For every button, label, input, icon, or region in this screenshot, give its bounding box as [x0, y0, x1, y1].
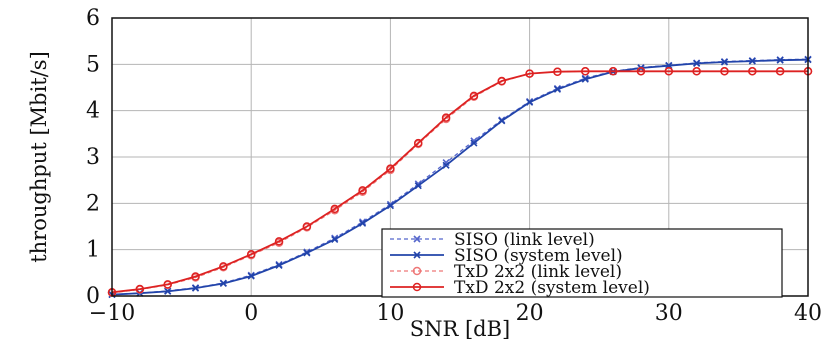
y-tick-label: 6	[86, 6, 100, 31]
x-tick-label: 30	[655, 301, 683, 326]
y-tick-label: 2	[86, 191, 100, 216]
legend-label: SISO (link level)	[454, 230, 595, 250]
data-point	[581, 67, 590, 76]
y-tick-label: 4	[86, 99, 100, 124]
data-point	[303, 249, 311, 257]
data-point	[470, 137, 478, 145]
data-point	[581, 75, 589, 83]
legend-item: SISO (system level)	[390, 246, 623, 266]
y-tick-label: 1	[86, 238, 100, 263]
legend-label: TxD 2x2 (system level)	[454, 278, 650, 298]
data-point	[413, 138, 423, 148]
data-point	[302, 222, 312, 231]
data-point	[775, 67, 785, 76]
data-point	[636, 67, 646, 76]
legend-item: TxD 2x2 (system level)	[390, 278, 650, 298]
series-layer	[107, 55, 813, 299]
data-point	[191, 272, 200, 281]
legend-item: SISO (link level)	[390, 230, 595, 250]
data-point	[692, 67, 701, 76]
x-tick-label: 10	[376, 301, 404, 326]
legend-label: SISO (system level)	[454, 246, 623, 266]
series-line	[111, 58, 809, 296]
x-tick-label: 40	[794, 301, 822, 326]
series-4	[107, 67, 813, 297]
legend-label: TxD 2x2 (link level)	[454, 262, 622, 282]
data-point	[330, 204, 339, 214]
data-point	[470, 139, 478, 147]
series-line	[111, 70, 808, 294]
data-point	[693, 59, 701, 67]
y-tick-label: 5	[86, 52, 100, 77]
data-point	[414, 182, 422, 190]
data-point	[748, 57, 756, 65]
data-point	[664, 67, 674, 76]
data-point	[748, 67, 757, 76]
data-point	[497, 76, 507, 86]
data-point	[720, 67, 729, 76]
series-line	[111, 70, 808, 294]
data-point	[191, 284, 200, 292]
legend-marker	[413, 235, 421, 243]
data-point	[526, 98, 534, 106]
x-tick-label: 0	[244, 301, 258, 326]
data-point	[441, 113, 451, 122]
legend: SISO (link level)SISO (system level)TxD …	[381, 228, 783, 298]
legend-box	[381, 228, 783, 298]
data-point	[163, 280, 172, 289]
data-point	[553, 67, 562, 76]
data-point	[386, 202, 394, 210]
y-axis-label: throughput [Mbit/s]	[27, 51, 51, 263]
data-point	[331, 235, 339, 244]
data-point	[246, 250, 256, 259]
data-point	[219, 262, 228, 271]
y-tick-label: 3	[86, 145, 100, 170]
data-point	[386, 164, 395, 173]
data-point	[275, 261, 283, 269]
x-tick-label: 20	[516, 301, 544, 326]
data-point	[776, 56, 784, 64]
y-tick-label: 0	[86, 284, 100, 309]
data-point	[164, 287, 172, 295]
data-point	[358, 219, 367, 227]
data-point	[469, 91, 479, 101]
data-point	[247, 272, 255, 280]
legend-marker	[413, 251, 421, 259]
data-point	[553, 85, 562, 93]
data-point	[608, 67, 618, 76]
data-point	[498, 117, 506, 125]
legend-item: TxD 2x2 (link level)	[390, 262, 622, 282]
data-point	[442, 161, 450, 169]
legend-marker	[412, 266, 422, 276]
data-point	[274, 237, 284, 246]
x-tick-label: −10	[89, 301, 135, 326]
data-point	[414, 180, 422, 188]
data-point	[525, 69, 534, 78]
x-axis-label: SNR [dB]	[410, 317, 511, 341]
legend-marker	[412, 282, 422, 292]
data-point	[219, 279, 227, 288]
data-point	[720, 58, 729, 66]
data-point	[358, 186, 367, 195]
data-point	[135, 284, 145, 294]
